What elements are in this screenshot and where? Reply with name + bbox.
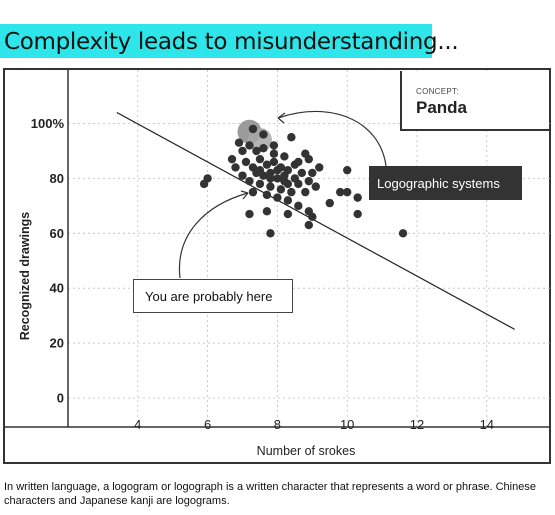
data-point-59 — [308, 213, 316, 221]
data-point-60 — [256, 166, 264, 174]
concept-label: CONCEPT: — [416, 87, 459, 96]
y-tick-label-20: 20 — [50, 336, 64, 351]
data-point-36 — [228, 155, 236, 163]
data-point-5 — [270, 149, 278, 157]
data-point-6 — [280, 152, 288, 160]
x-tick-label-4: 4 — [134, 417, 141, 432]
data-point-64 — [291, 174, 299, 182]
data-point-62 — [273, 166, 281, 174]
data-point-38 — [249, 188, 257, 196]
data-point-48 — [353, 210, 361, 218]
x-tick-label-10: 10 — [340, 417, 354, 432]
arrow-to-here — [179, 193, 248, 278]
data-point-46 — [343, 188, 351, 196]
data-point-50 — [200, 180, 208, 188]
data-point-35 — [231, 163, 239, 171]
data-point-30 — [287, 188, 295, 196]
data-point-13 — [270, 158, 278, 166]
data-point-39 — [263, 191, 271, 199]
data-point-68 — [284, 180, 292, 188]
data-point-9 — [242, 158, 250, 166]
data-point-34 — [238, 171, 246, 179]
data-point-53 — [284, 210, 292, 218]
data-point-1 — [259, 130, 267, 138]
data-point-52 — [263, 207, 271, 215]
data-point-2 — [245, 141, 253, 149]
data-point-33 — [312, 182, 320, 190]
data-point-0 — [249, 125, 257, 133]
data-point-56 — [305, 221, 313, 229]
data-point-41 — [284, 196, 292, 204]
data-point-29 — [277, 185, 285, 193]
y-axis-label: Recognized drawings — [18, 212, 32, 341]
data-point-63 — [280, 171, 288, 179]
data-point-11 — [256, 155, 264, 163]
data-point-51 — [245, 210, 253, 218]
data-point-8 — [238, 147, 246, 155]
data-point-24 — [305, 155, 313, 163]
data-point-42 — [301, 188, 309, 196]
y-tick-label-80: 80 — [50, 171, 64, 186]
x-axis-label: Number of srokes — [257, 444, 356, 458]
annotation-you-are-here: You are probably here — [133, 279, 293, 313]
data-point-47 — [353, 193, 361, 201]
x-tick-label-8: 8 — [274, 417, 281, 432]
annotation-logographic: Logographic systems — [369, 166, 522, 200]
y-tick-label-0: 0 — [57, 391, 64, 406]
data-point-67 — [308, 169, 316, 177]
y-tick-label-40: 40 — [50, 281, 64, 296]
data-point-27 — [256, 180, 264, 188]
x-tick-label-6: 6 — [204, 417, 211, 432]
data-point-25 — [315, 163, 323, 171]
data-point-66 — [294, 158, 302, 166]
data-point-40 — [273, 193, 281, 201]
concept-box: CONCEPT: Panda — [400, 71, 549, 131]
data-point-61 — [266, 174, 274, 182]
x-tick-label-12: 12 — [410, 417, 424, 432]
y-tick-label-60: 60 — [50, 226, 64, 241]
x-tick-labels: 4 6 8 10 12 14 — [134, 417, 494, 432]
data-point-32 — [305, 177, 313, 185]
data-point-58 — [399, 229, 407, 237]
data-point-22 — [298, 169, 306, 177]
data-point-28 — [266, 182, 274, 190]
data-point-4 — [259, 144, 267, 152]
concept-value: Panda — [416, 98, 467, 118]
data-point-7 — [287, 133, 295, 141]
data-point-37 — [235, 139, 243, 147]
data-point-43 — [326, 199, 334, 207]
caption-text: In written language, a logogram or logog… — [4, 480, 549, 508]
data-point-57 — [266, 229, 274, 237]
data-point-45 — [343, 166, 351, 174]
data-point-54 — [294, 202, 302, 210]
y-tick-label-100: 100% — [31, 116, 65, 131]
data-point-26 — [245, 177, 253, 185]
y-tick-labels: 0 20 40 60 80 100% — [31, 116, 65, 406]
data-point-65 — [270, 141, 278, 149]
x-tick-label-14: 14 — [480, 417, 494, 432]
